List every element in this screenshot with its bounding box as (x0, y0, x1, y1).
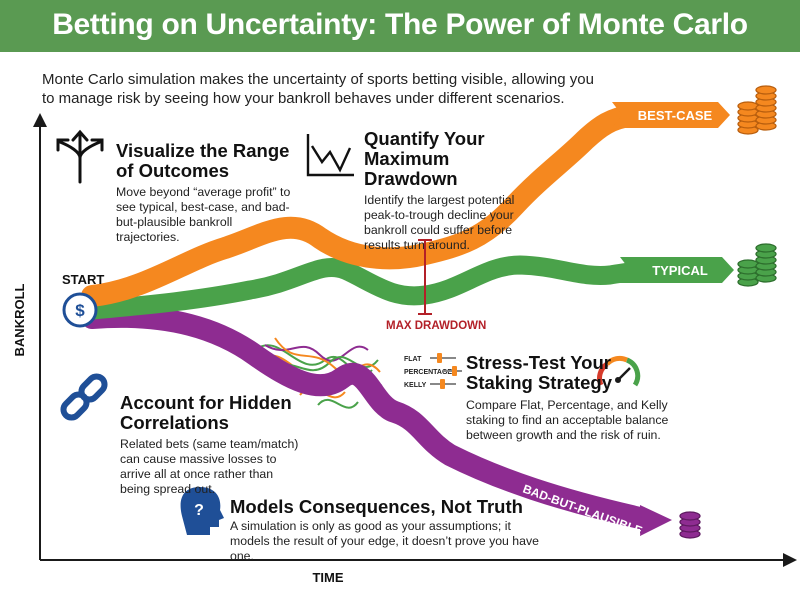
section-stress: Stress-Test Your Staking Strategy (466, 353, 656, 393)
coin-stack-bad-icon (679, 511, 701, 539)
path-best: BEST-CASE (81, 102, 730, 307)
section-models: Models Consequences, Not Truth A simulat… (230, 497, 540, 564)
drawdown-chart-icon (306, 134, 354, 177)
drawdown-body: Identify the largest potential peak-to-t… (364, 193, 515, 252)
start-label: START (62, 272, 105, 287)
branching-arrows-icon (56, 129, 104, 184)
staking-sliders: FLAT PERCENTAGE KELLY (404, 353, 462, 389)
best-path-label: BEST-CASE (638, 108, 713, 123)
svg-text:$: $ (75, 301, 85, 320)
start-dollar-icon: $ (62, 292, 98, 328)
models-body: A simulation is only as good as your ass… (230, 519, 539, 563)
drawdown-title: Quantify Your Maximum Drawdown (364, 128, 485, 189)
visualize-title: Visualize the Range of Outcomes (116, 140, 290, 181)
drawdown-bracket (418, 239, 432, 315)
typical-path-label: TYPICAL (652, 263, 708, 278)
x-axis-label: TIME (312, 570, 343, 585)
correlations-title: Account for Hidden Correlations (120, 392, 292, 433)
coin-stack-best-icon (737, 85, 777, 135)
intro-text: Monte Carlo simulation makes the uncerta… (42, 71, 594, 107)
section-correlations: Account for Hidden Correlations Related … (120, 393, 300, 497)
path-typical: TYPICAL (82, 255, 734, 320)
max-drawdown-label: MAX DRAWDOWN (386, 320, 487, 332)
slider-label-percentage: PERCENTAGE (404, 369, 452, 376)
chain-link-icon (60, 373, 108, 421)
title-banner: Betting on Uncertainty: The Power of Mon… (0, 0, 800, 91)
section-visualize: Visualize the Range of Outcomes Move bey… (116, 141, 296, 245)
stress-title: Stress-Test Your Staking Strategy (466, 352, 612, 393)
visualize-body: Move beyond “average profit” to see typi… (116, 185, 291, 244)
coin-stack-typical-icon (737, 243, 777, 287)
head-question-icon: ? (180, 487, 224, 535)
slider-label-kelly: KELLY (404, 382, 427, 389)
stress-body: Compare Flat, Percentage, and Kelly stak… (466, 398, 669, 442)
models-title: Models Consequences, Not Truth (230, 496, 523, 517)
correlations-body: Related bets (same team/match) can cause… (120, 437, 299, 496)
y-axis-label: BANKROLL (12, 283, 27, 356)
svg-text:?: ? (194, 502, 204, 519)
section-drawdown: Quantify Your Maximum Drawdown Identify … (364, 129, 534, 253)
section-stress-body-wrap: Compare Flat, Percentage, and Kelly stak… (466, 398, 676, 443)
gauge-icon (597, 355, 641, 387)
slider-label-flat: FLAT (404, 356, 422, 363)
